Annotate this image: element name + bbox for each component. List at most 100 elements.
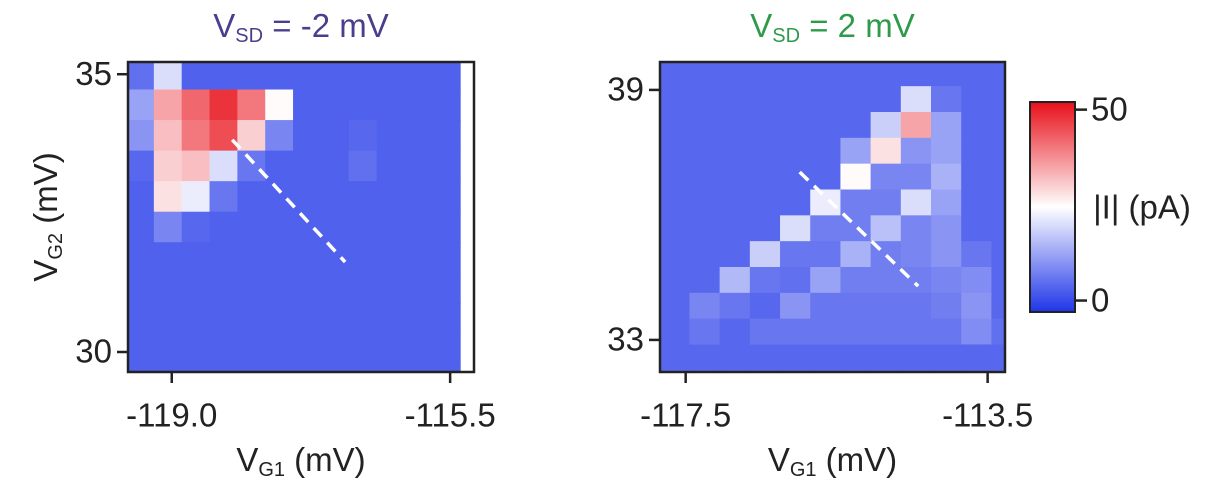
heatmap-cell (660, 292, 691, 320)
heatmap-cell (749, 112, 781, 139)
heatmap-cell (961, 344, 993, 371)
heatmap-cell (810, 292, 842, 320)
heatmap-cell (181, 364, 211, 372)
x-axis-label-rest: (mV) (817, 441, 898, 478)
heatmap-cell (237, 89, 266, 121)
heatmap-cell (900, 215, 932, 242)
heatmap (128, 62, 461, 372)
heatmap-cell (128, 211, 155, 243)
heatmap-cell (991, 318, 1005, 346)
heatmap-cell (961, 292, 993, 320)
heatmap-cell (660, 318, 691, 346)
heatmap-cell (404, 333, 433, 366)
heatmap-cell (810, 112, 842, 139)
heatmap-cell (404, 364, 433, 372)
heatmap-cell (432, 272, 461, 304)
heatmap-cell (931, 215, 962, 242)
y-axis-label-sub: G2 (45, 233, 67, 260)
heatmap-cell (780, 86, 811, 113)
heatmap-cell (810, 86, 842, 113)
heatmap-cell (320, 150, 350, 182)
heatmap-cell (265, 62, 294, 91)
heatmap-cell (293, 150, 322, 182)
heatmap-cell (153, 272, 183, 304)
heatmap-cell (689, 137, 721, 165)
heatmap-cell (840, 318, 872, 346)
heatmap-cell (719, 112, 751, 139)
heatmap-cell (810, 137, 842, 165)
heatmap-cell (128, 364, 155, 372)
chart-title-rest: = -2 mV (263, 7, 389, 44)
heatmap-cell (660, 62, 691, 87)
heatmap-cell (209, 89, 238, 121)
x-axis-label-sub: G1 (790, 459, 817, 481)
heatmap-cell (348, 303, 378, 335)
heatmap-cell (181, 181, 211, 213)
heatmap-cell (840, 112, 872, 139)
heatmap-cell (432, 181, 461, 213)
heatmap-cell (931, 86, 962, 113)
heatmap-cell (900, 86, 932, 113)
heatmap-cell (237, 364, 266, 372)
heatmap-cell (320, 181, 350, 213)
heatmap-cell (840, 241, 872, 268)
heatmap-cell (348, 211, 378, 243)
heatmap-cell (900, 318, 932, 346)
heatmap-cell (128, 181, 155, 213)
heatmap-cell (931, 344, 962, 371)
heatmap-cell (689, 86, 721, 113)
heatmap-cell (209, 242, 238, 274)
heatmap-cell (404, 303, 433, 335)
heatmap-cell (293, 242, 322, 274)
heatmap-cell (660, 241, 691, 268)
heatmap-cell (961, 189, 993, 216)
chart-title-sub: SD (772, 25, 800, 47)
heatmap-cell (293, 303, 322, 335)
heatmap-cell (719, 241, 751, 268)
heatmap-cell (153, 211, 183, 243)
chart-title-main: V (213, 7, 235, 44)
heatmap-cell (749, 189, 781, 216)
x-axis-label-sub: G1 (258, 459, 285, 481)
heatmap-cell (660, 163, 691, 191)
heatmap-cell (209, 120, 238, 152)
heatmap-cell (900, 189, 932, 216)
plot-frame (126, 60, 476, 374)
heatmap-cell (689, 267, 721, 294)
heatmap-cell (900, 241, 932, 268)
heatmap-cell (348, 120, 378, 152)
dashed-line (230, 138, 347, 264)
heatmap-cell (689, 292, 721, 320)
heatmap-cell (780, 344, 811, 371)
heatmap-cell (265, 120, 294, 152)
heatmap-cell (660, 189, 691, 216)
heatmap-cell (749, 215, 781, 242)
chart-title-main: V (750, 7, 772, 44)
heatmap-cell (404, 181, 433, 213)
heatmap-cell (840, 137, 872, 165)
heatmap-cell (749, 62, 781, 87)
x-tick-label: -119.0 (126, 397, 217, 434)
heatmap-cell (689, 112, 721, 139)
heatmap-cell (689, 62, 721, 87)
heatmap-cell (376, 89, 406, 121)
heatmap-cell (209, 62, 238, 91)
heatmap-cell (780, 292, 811, 320)
heatmap-cell (900, 163, 932, 191)
heatmap-cell (991, 292, 1005, 320)
heatmap-cell (961, 62, 993, 87)
heatmap-cell (265, 272, 294, 304)
heatmap-cell (128, 242, 155, 274)
heatmap-cell (432, 333, 461, 366)
heatmap-cell (660, 112, 691, 139)
heatmap-cell (780, 137, 811, 165)
heatmap-cell (348, 364, 378, 372)
heatmap-cell (348, 62, 378, 91)
heatmap-cell (870, 163, 902, 191)
heatmap-cell (780, 215, 811, 242)
heatmap-cell (153, 364, 183, 372)
heatmap-cell (432, 364, 461, 372)
heatmap-cell (689, 318, 721, 346)
plot-frame (658, 60, 1007, 374)
heatmap-cell (931, 292, 962, 320)
